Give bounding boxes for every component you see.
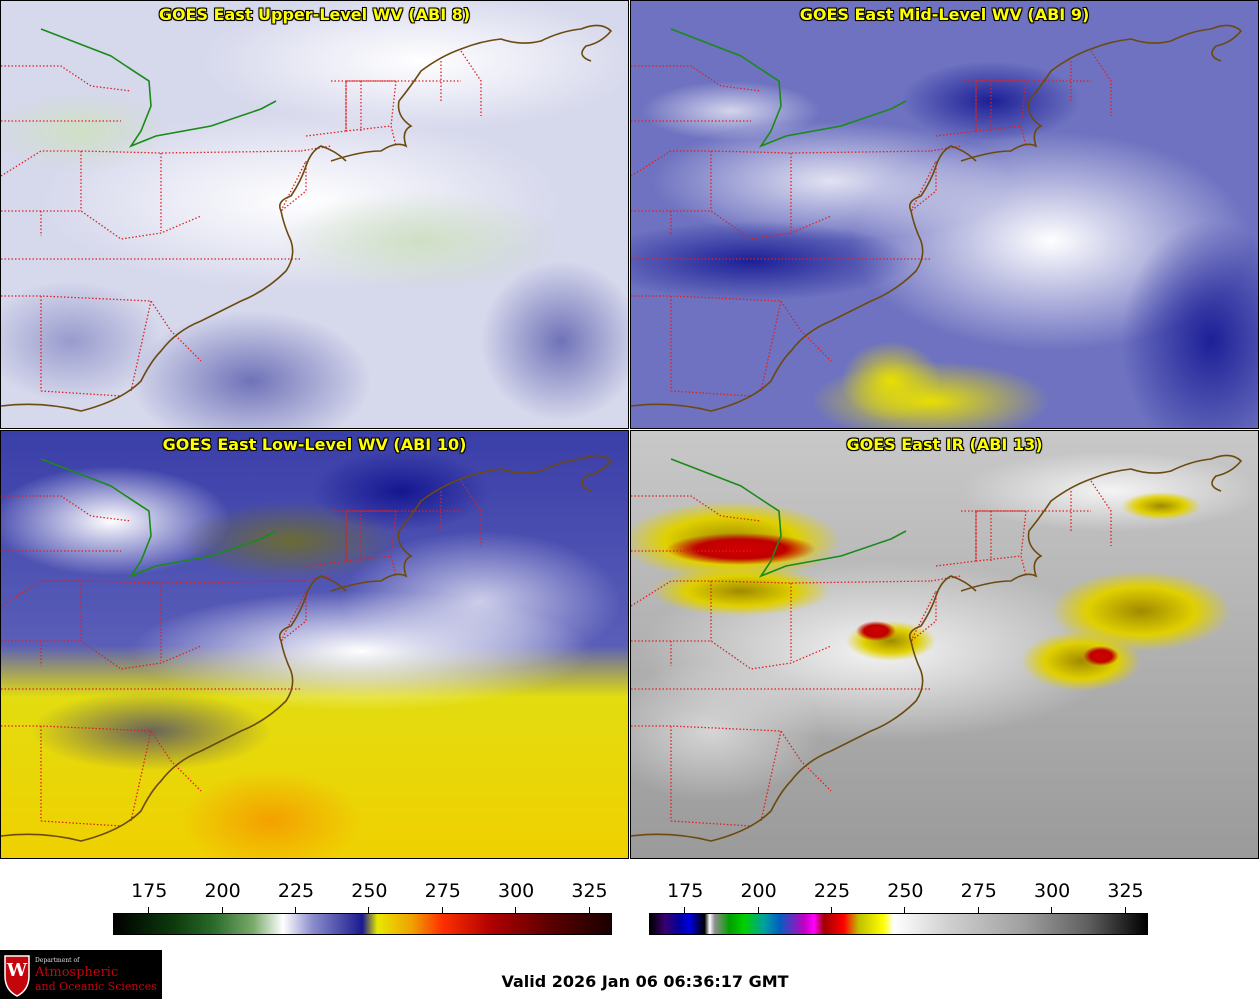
state-borders <box>1 480 482 827</box>
colorbar-tick-label: 175 <box>667 880 704 902</box>
great-lakes-border <box>40 458 277 578</box>
state-borders <box>1 50 482 397</box>
panel-mid-level-wv: GOES East Mid-Level WV (ABI 9) <box>630 0 1259 429</box>
colorbar-tick <box>977 907 979 913</box>
colorbar-tick <box>368 907 370 913</box>
colorbar-tick <box>515 907 517 913</box>
colorbar-tick-label: 250 <box>887 880 924 902</box>
logo-department: Department of <box>35 957 80 964</box>
great-lakes-border <box>670 28 907 148</box>
panel-title: GOES East IR (ABI 13) <box>846 435 1043 454</box>
logo-oceanic: and Oceanic Sciences <box>35 980 157 993</box>
state-borders <box>631 480 1112 827</box>
colorbar-tick <box>904 907 906 913</box>
colorbar-tick-label: 300 <box>497 880 535 902</box>
panel-upper-level-wv: GOES East Upper-Level WV (ABI 8) <box>0 0 629 429</box>
great-lakes-border <box>670 458 907 578</box>
colorbar-tick <box>757 907 759 913</box>
coastline <box>631 24 1243 412</box>
coastline <box>631 454 1243 842</box>
colorbar-tick-label: 225 <box>813 880 851 902</box>
colorbar-tick-label: 175 <box>131 880 168 902</box>
panel-low-level-wv: GOES East Low-Level WV (ABI 10) <box>0 430 629 859</box>
ir-image <box>631 431 1258 858</box>
panel-ir: GOES East IR (ABI 13) <box>630 430 1259 859</box>
colorbar-wv-gradient <box>113 913 612 935</box>
colorbar-tick <box>1051 907 1053 913</box>
colorbar-tick <box>830 907 832 913</box>
colorbar-tick <box>588 907 590 913</box>
state-borders <box>631 50 1112 397</box>
mid-level-wv-image <box>631 1 1258 428</box>
upper-level-wv-image <box>1 1 628 428</box>
colorbar-tick <box>294 907 296 913</box>
colorbar-tick-label: 200 <box>204 880 241 902</box>
logo-atmospheric: Atmospheric <box>35 965 119 980</box>
valid-time: Valid 2026 Jan 06 06:36:17 GMT <box>501 972 789 991</box>
colorbar-tick-label: 275 <box>424 880 461 902</box>
aos-logo: W Department of Atmospheric and Oceanic … <box>0 950 162 999</box>
great-lakes-border <box>40 28 277 148</box>
colorbar-tick <box>441 907 443 913</box>
crest-letter: W <box>6 960 28 981</box>
colorbar-tick-label: 275 <box>960 880 997 902</box>
coastline <box>1 24 613 412</box>
colorbar-tick <box>684 907 686 913</box>
colorbar-ir-gradient <box>649 913 1148 935</box>
coastline <box>1 454 613 842</box>
colorbar-tick-label: 325 <box>1107 880 1144 902</box>
low-level-wv-image <box>1 431 628 858</box>
panel-title: GOES East Upper-Level WV (ABI 8) <box>158 5 471 24</box>
colorbar-tick-label: 325 <box>571 880 608 902</box>
colorbar-tick-label: 250 <box>351 880 388 902</box>
colorbar-tick-label: 225 <box>277 880 315 902</box>
colorbar-tick <box>1124 907 1126 913</box>
uw-crest-icon <box>4 955 30 997</box>
colorbar-tick-label: 300 <box>1033 880 1071 902</box>
panel-title: GOES East Mid-Level WV (ABI 9) <box>799 5 1090 24</box>
panel-title: GOES East Low-Level WV (ABI 10) <box>162 435 467 454</box>
colorbar-tick-label: 200 <box>740 880 777 902</box>
colorbar-tick <box>221 907 223 913</box>
colorbar-tick <box>148 907 150 913</box>
